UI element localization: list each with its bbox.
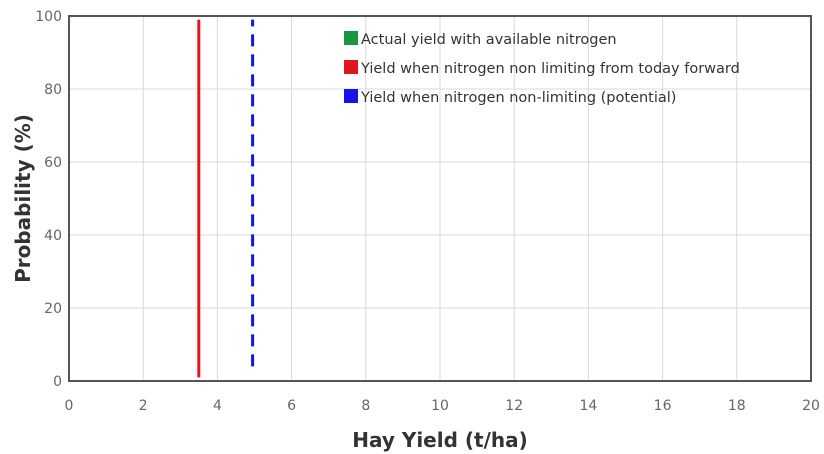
x-tick-label: 0 [65,398,74,414]
series-layer [197,19,255,378]
x-axis-title: Hay Yield (t/ha) [352,428,528,452]
x-tick-label: 10 [431,398,449,414]
y-tick-label: 80 [44,82,62,98]
legend-swatch [344,31,358,45]
legend-swatch [344,89,358,103]
legend-label: Yield when nitrogen non-limiting (potent… [360,90,676,106]
x-tick-label: 12 [505,398,523,414]
x-tick-label: 8 [361,398,370,414]
legend-label: Actual yield with available nitrogen [361,32,617,48]
y-tick-label: 0 [53,374,62,390]
y-axis-ticks: 0 20 40 60 80 100 [35,9,62,390]
legend-swatch [344,60,358,74]
y-tick-label: 40 [44,228,62,244]
y-tick-label: 60 [44,155,62,171]
x-tick-label: 20 [802,398,820,414]
plot-frame [68,15,812,382]
x-tick-label: 4 [213,398,222,414]
x-tick-label: 14 [579,398,597,414]
legend: Actual yield with available nitrogen Yiel… [344,31,740,106]
x-tick-label: 6 [287,398,296,414]
y-tick-label: 100 [35,9,62,25]
x-tick-label: 2 [139,398,148,414]
legend-label: Yield when nitrogen non limiting from to… [360,61,740,77]
y-axis-title: Probability (%) [11,114,35,283]
y-tick-label: 20 [44,301,62,317]
x-tick-label: 16 [654,398,672,414]
x-tick-label: 18 [728,398,746,414]
x-axis-ticks: 0 2 4 6 8 10 12 14 16 18 20 [65,398,820,414]
